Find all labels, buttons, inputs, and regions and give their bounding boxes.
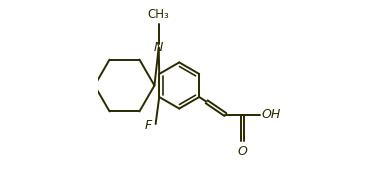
Text: N: N [154,41,163,54]
Text: CH₃: CH₃ [148,8,170,21]
Text: O: O [237,145,247,158]
Text: F: F [145,119,152,132]
Text: OH: OH [262,108,281,121]
